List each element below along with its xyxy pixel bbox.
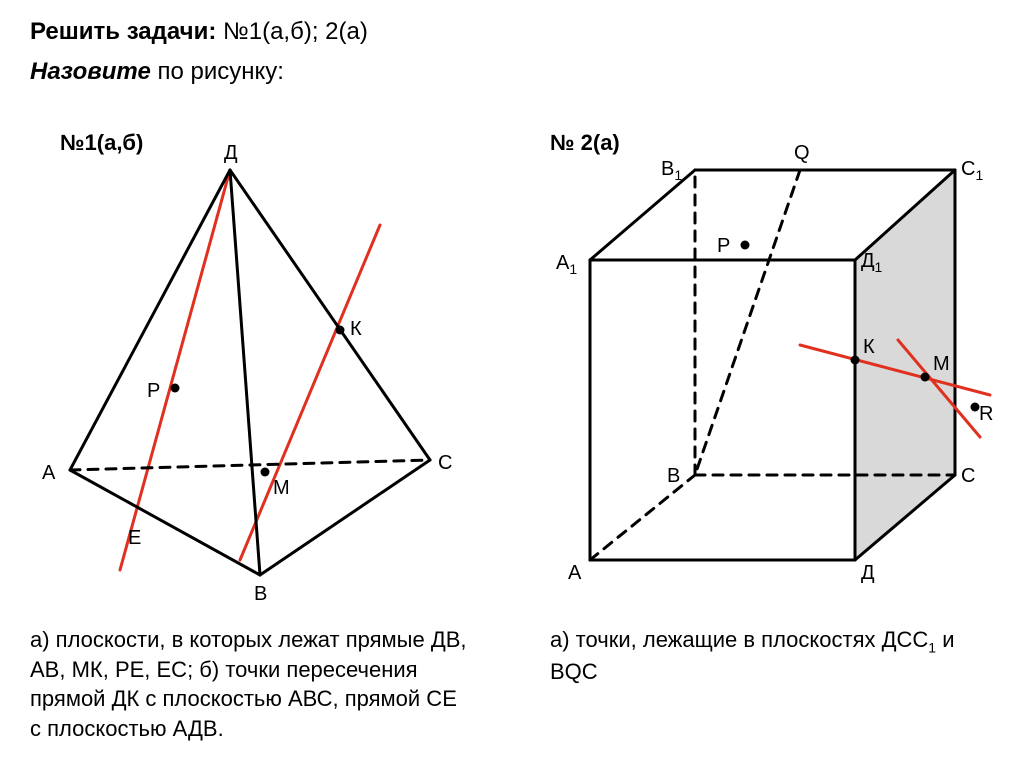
label-D: Д bbox=[861, 562, 875, 585]
header2-italic: Назовите bbox=[30, 58, 151, 85]
label-M: М bbox=[273, 477, 290, 500]
label-B: В bbox=[667, 465, 680, 488]
question2-sub: 1 bbox=[928, 639, 936, 655]
label-C: С bbox=[961, 465, 975, 488]
label-D: Д bbox=[224, 142, 238, 165]
label-B1: В1 bbox=[661, 158, 682, 183]
label-Q: Q bbox=[794, 142, 810, 165]
header-line-2: Назовите по рисунку: bbox=[30, 58, 284, 86]
label-K: К bbox=[350, 318, 362, 341]
label-B: В bbox=[254, 583, 267, 606]
pyramid-diagram bbox=[30, 150, 470, 610]
question2-a: а) точки, лежащие в плоскостях ДСС bbox=[550, 627, 928, 652]
header-line-1: Решить задачи: №1(а,б); 2(а) bbox=[30, 18, 368, 46]
label-P: Р bbox=[717, 235, 730, 258]
label-D1: Д1 bbox=[861, 250, 882, 275]
header1-bold: Решить задачи: bbox=[30, 18, 216, 45]
header1-suffix: №1(а,б); 2(а) bbox=[216, 18, 368, 45]
header2-rest: по рисунку: bbox=[151, 58, 284, 85]
label-K: К bbox=[863, 336, 875, 359]
label-C: С bbox=[438, 452, 452, 475]
cube-diagram bbox=[530, 145, 1000, 605]
label-C1: С1 bbox=[961, 158, 983, 183]
label-A: А bbox=[42, 462, 55, 485]
question-2: а) точки, лежащие в плоскостях ДСС1 и ВQ… bbox=[550, 625, 980, 687]
label-P: Р bbox=[147, 380, 160, 403]
label-R: R bbox=[979, 403, 993, 426]
label-M: М bbox=[933, 353, 950, 376]
label-A1: А1 bbox=[556, 252, 577, 277]
question-1: а) плоскости, в которых лежат прямые ДВ,… bbox=[30, 625, 470, 744]
label-E: Е bbox=[128, 527, 141, 550]
label-A: А bbox=[568, 562, 581, 585]
